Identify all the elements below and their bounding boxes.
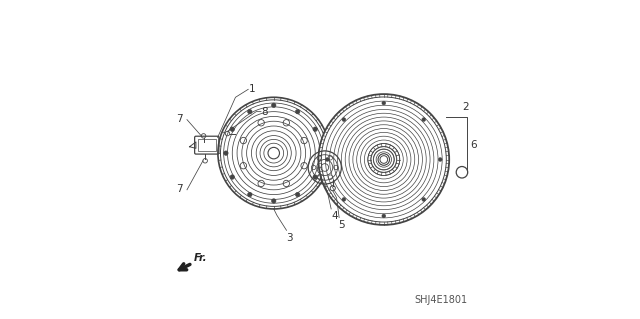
Text: SHJ4E1801: SHJ4E1801 xyxy=(415,295,468,306)
Circle shape xyxy=(325,158,329,161)
Circle shape xyxy=(248,192,252,197)
Text: 5: 5 xyxy=(339,220,345,230)
Circle shape xyxy=(378,154,390,165)
Circle shape xyxy=(248,109,252,114)
Circle shape xyxy=(422,118,426,122)
Circle shape xyxy=(319,94,449,225)
Circle shape xyxy=(313,127,317,131)
Circle shape xyxy=(230,175,234,179)
Circle shape xyxy=(230,127,234,131)
Circle shape xyxy=(438,158,442,161)
Text: 3: 3 xyxy=(286,233,292,243)
Circle shape xyxy=(382,101,386,105)
Text: 4: 4 xyxy=(331,211,338,221)
Circle shape xyxy=(271,199,276,203)
Text: 7: 7 xyxy=(176,184,183,194)
Bar xyxy=(198,139,216,151)
Text: 2: 2 xyxy=(462,102,468,112)
Circle shape xyxy=(422,197,426,201)
Text: 6: 6 xyxy=(470,140,477,150)
Circle shape xyxy=(313,175,317,179)
Circle shape xyxy=(223,151,228,155)
Circle shape xyxy=(296,109,300,114)
Text: 8: 8 xyxy=(261,107,268,117)
Circle shape xyxy=(342,118,346,122)
Text: 7: 7 xyxy=(176,114,183,124)
Circle shape xyxy=(382,214,386,218)
Circle shape xyxy=(342,197,346,201)
Text: Fr.: Fr. xyxy=(194,253,207,263)
Circle shape xyxy=(319,151,324,155)
Text: 1: 1 xyxy=(249,84,256,94)
Circle shape xyxy=(296,192,300,197)
Circle shape xyxy=(271,103,276,108)
